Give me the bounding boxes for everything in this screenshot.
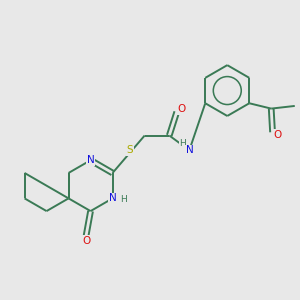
Text: H: H bbox=[121, 195, 127, 204]
Text: N: N bbox=[109, 194, 116, 203]
Text: O: O bbox=[178, 104, 186, 114]
Text: N: N bbox=[186, 145, 194, 155]
Text: N: N bbox=[87, 155, 94, 165]
Text: S: S bbox=[127, 146, 134, 155]
Text: O: O bbox=[82, 236, 90, 246]
Text: O: O bbox=[274, 130, 282, 140]
Text: H: H bbox=[179, 139, 186, 148]
